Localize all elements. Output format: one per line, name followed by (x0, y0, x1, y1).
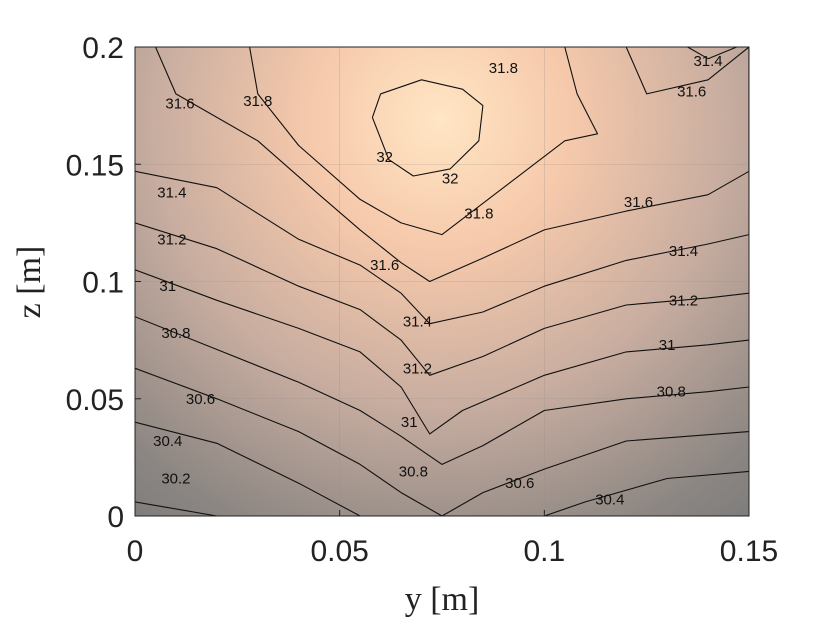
contour-line-30.4 (135, 421, 749, 516)
contour-line-31.8 (249, 47, 599, 236)
contour-label: 31.4 (669, 243, 698, 260)
contour-labels: 30.2 30.4 30.6 30.8 31 31.2 31.4 31.6 31.8 32 32 31… (153, 53, 723, 509)
contour-line-30.8 (135, 316, 749, 465)
contour-label: 31 (159, 278, 176, 295)
y-axis-ticks: 0 0.05 0.1 0.15 0.2 (66, 32, 141, 534)
x-tick-label: 0.05 (310, 535, 368, 568)
contour-label: 31.8 (464, 205, 493, 222)
contour-label: 30.2 (161, 470, 190, 487)
contour-line-30.2 (135, 501, 258, 516)
contour-label: 31.8 (489, 60, 518, 77)
contour-label: 30.8 (657, 384, 686, 401)
contour-label: 32 (376, 149, 393, 166)
contour-line-30.6 (135, 367, 749, 516)
contour-label: 31.2 (403, 360, 432, 377)
y-axis-label: z [m] (11, 246, 48, 319)
contour-line-31 (135, 269, 749, 435)
contour-label: 30.6 (186, 391, 215, 408)
contour-label: 30.8 (399, 463, 428, 480)
contour-line-32 (371, 79, 484, 177)
contour-label: 31.6 (624, 194, 653, 211)
contour-label: 31 (401, 414, 418, 431)
contour-label: 31.8 (243, 93, 272, 110)
x-axis-ticks: 0 0.05 0.1 0.15 (127, 510, 778, 568)
x-tick-label: 0.1 (523, 535, 565, 568)
contour-line-31.4 (135, 47, 749, 325)
contour-lines (135, 47, 749, 516)
contour-label: 31.6 (165, 95, 194, 112)
contour-label: 30.6 (505, 475, 534, 492)
x-tick-label: 0 (127, 535, 144, 568)
contour-label: 30.4 (595, 492, 624, 509)
contour-line-31.2 (135, 222, 749, 376)
contour-label: 31.4 (403, 313, 432, 330)
y-tick-label: 0.2 (82, 32, 124, 65)
contour-label: 31 (659, 337, 676, 354)
x-axis-label: y [m] (405, 581, 480, 618)
contour-label: 31.4 (693, 53, 722, 70)
y-tick-label: 0.1 (82, 267, 124, 300)
contour-label: 30.4 (153, 433, 182, 450)
contour-line-31.6 (154, 47, 749, 283)
x-tick-label: 0.15 (720, 535, 778, 568)
contour-label: 31.6 (677, 84, 706, 101)
contour-label: 32 (442, 170, 459, 187)
contour-label: 30.8 (161, 325, 190, 342)
contour-label: 31.2 (669, 292, 698, 309)
plot-background (135, 47, 749, 516)
contour-label: 31.4 (157, 184, 186, 201)
y-tick-label: 0 (107, 501, 124, 534)
y-tick-label: 0.15 (66, 149, 124, 182)
contour-label: 31.2 (157, 231, 186, 248)
y-tick-label: 0.05 (66, 384, 124, 417)
contour-label: 31.6 (370, 257, 399, 274)
